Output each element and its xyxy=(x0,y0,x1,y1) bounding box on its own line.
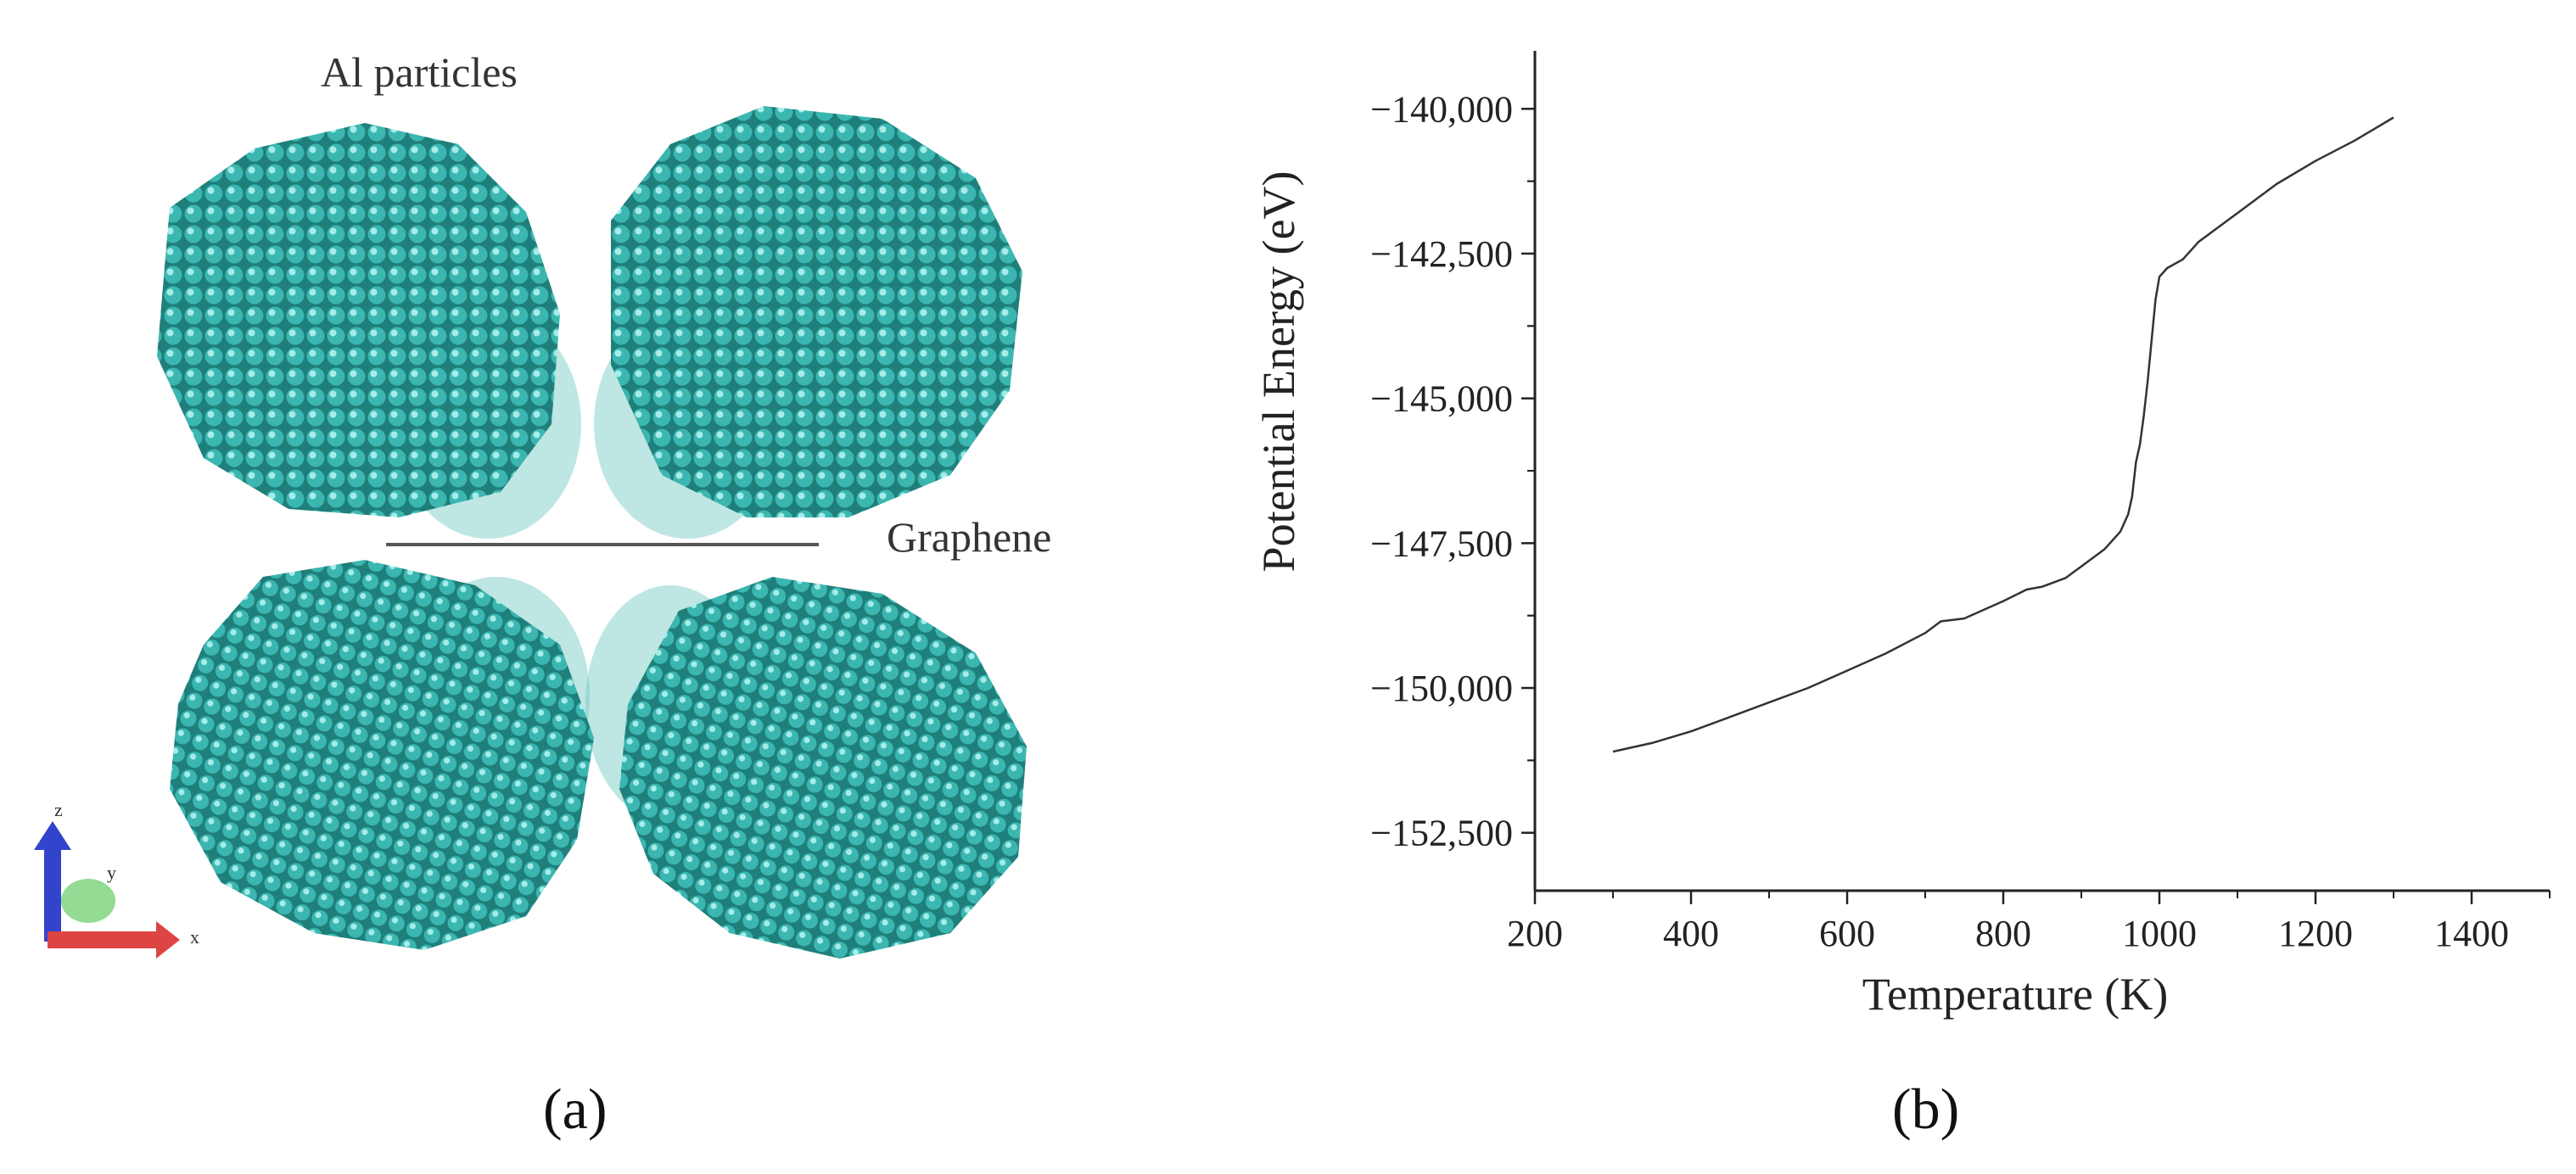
y-tick-label: −150,000 xyxy=(1370,668,1513,709)
x-tick-label: 800 xyxy=(1975,913,2031,954)
chart-ticks: 200 400 600 800 1000 1200 1400 −152,500 −150,000… xyxy=(1370,88,2551,954)
x-axis-label: x xyxy=(190,926,199,948)
structure-illustration: Al particles Graphene z y x xyxy=(34,48,1051,959)
x-tick-label: 1200 xyxy=(2278,913,2353,954)
y-tick-label: −145,000 xyxy=(1370,378,1513,420)
energy-series-line xyxy=(1612,116,2394,753)
potential-energy-chart: 200 400 600 800 1000 1200 1400 −152,500 −150,000… xyxy=(1253,51,2551,1020)
panel-b-chart: 200 400 600 800 1000 1200 1400 −152,500 −150,000… xyxy=(1188,0,2576,1174)
chart-axes xyxy=(1533,51,2550,892)
y-axis-marker xyxy=(61,879,115,923)
axis-triad: z y x xyxy=(34,799,199,959)
panel-a-structure: Al particles Graphene z y x (a) xyxy=(0,0,1188,1174)
al-particle-bottom-right xyxy=(619,577,1027,959)
y-tick-label: −152,500 xyxy=(1370,813,1513,854)
al-particle-bottom-left xyxy=(170,560,594,950)
x-tick-label: 400 xyxy=(1663,913,1719,954)
z-axis-arrow-shaft xyxy=(44,848,61,942)
y-tick-label: −140,000 xyxy=(1370,88,1513,130)
z-axis-arrow-head xyxy=(34,821,71,850)
x-tick-label: 1400 xyxy=(2434,913,2509,954)
y-axis-title: Potential Energy (eV) xyxy=(1253,171,1304,573)
z-axis-label: z xyxy=(54,799,63,820)
y-tick-label: −147,500 xyxy=(1370,523,1513,564)
x-axis-title: Temperature (K) xyxy=(1862,969,2169,1020)
al-particle-top-right xyxy=(611,106,1022,517)
x-tick-label: 600 xyxy=(1819,913,1875,954)
x-axis-arrow-head xyxy=(156,921,180,959)
panel-a-letter: (a) xyxy=(543,1076,608,1141)
y-axis-label: y xyxy=(107,862,116,883)
x-tick-label: 200 xyxy=(1507,913,1563,954)
al-particles-label: Al particles xyxy=(321,48,518,96)
panel-b-letter: (b) xyxy=(1892,1076,1960,1141)
y-tick-label: −142,500 xyxy=(1370,233,1513,275)
x-axis-arrow-shaft xyxy=(48,931,158,948)
graphene-label: Graphene xyxy=(887,513,1051,561)
al-particle-top-left xyxy=(157,123,560,517)
x-tick-label: 1000 xyxy=(2122,913,2197,954)
chart-series xyxy=(1612,116,2394,753)
